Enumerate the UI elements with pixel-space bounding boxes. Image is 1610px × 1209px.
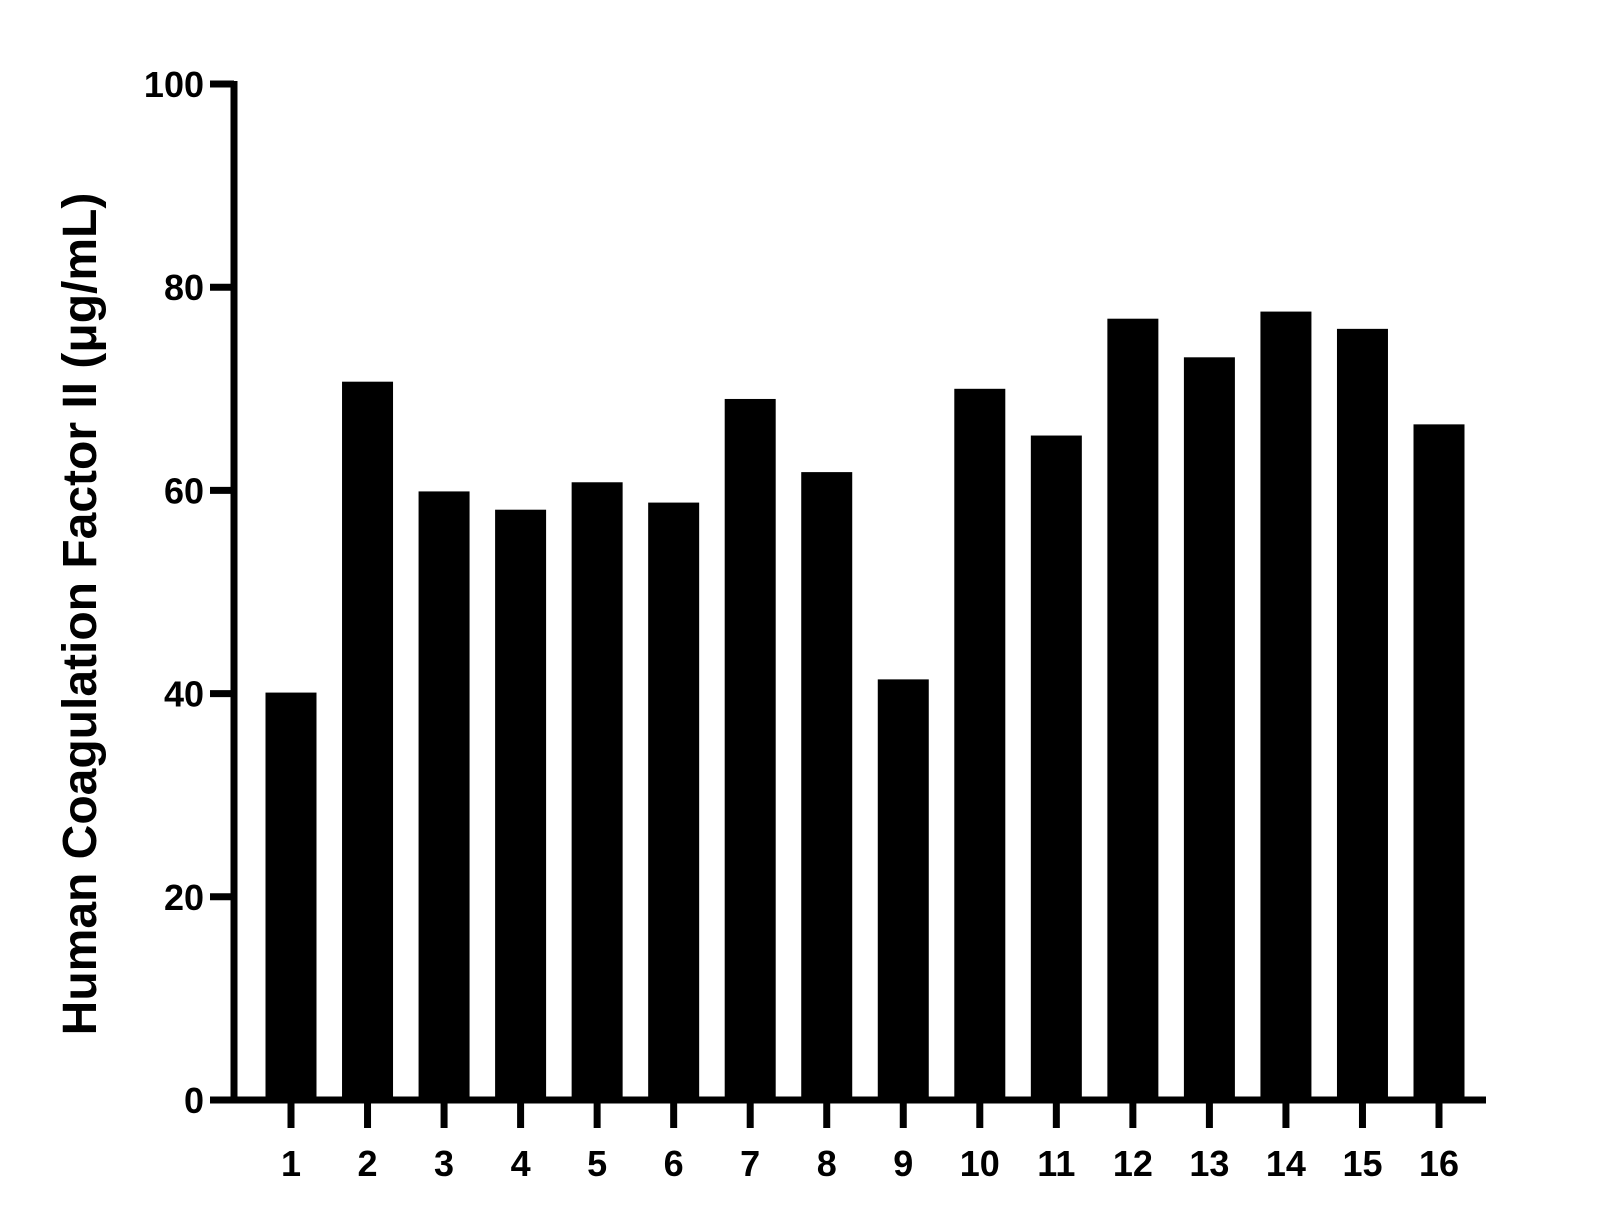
x-tick-label: 11 [1037,1143,1075,1184]
y-tick-label: 0 [184,1080,204,1121]
x-tick-label: 5 [587,1143,607,1184]
x-tick-label: 3 [434,1143,454,1184]
y-tick-label: 60 [164,470,204,511]
y-tick-label: 100 [144,64,204,105]
x-tick-label: 7 [740,1143,760,1184]
bar-4 [495,509,547,1101]
bar-10 [954,388,1006,1100]
bar-3 [418,491,470,1100]
x-tick-label: 13 [1189,1143,1229,1184]
bar-14 [1260,311,1312,1101]
bar-16 [1413,424,1465,1100]
x-tick-label: 2 [358,1143,378,1184]
x-tick-label: 12 [1113,1143,1153,1184]
bar-8 [801,472,853,1100]
bar-12 [1107,318,1159,1100]
x-tick-label: 16 [1419,1143,1459,1184]
x-tick-label: 8 [817,1143,837,1184]
y-axis-title: Human Coagulation Factor II (μg/mL) [54,193,107,1036]
y-tick-label: 80 [164,267,204,308]
bar-15 [1336,328,1388,1101]
bars-group [265,311,1465,1101]
bar-5 [571,482,623,1101]
x-tick-label: 10 [960,1143,1000,1184]
bar-1 [265,692,317,1100]
bar-7 [724,398,776,1101]
x-tick-label: 15 [1342,1143,1382,1184]
y-tick-label: 40 [164,674,204,715]
bar-13 [1183,357,1235,1101]
bar-6 [648,502,700,1100]
x-tick-label: 4 [511,1143,531,1184]
bar-2 [342,381,394,1100]
y-ticks-group: 0 20 40 60 80 100 [144,64,234,1121]
x-tick-label: 14 [1266,1143,1306,1184]
bar-11 [1030,435,1082,1100]
x-ticks-group: 1 2 3 4 5 6 7 8 9 10 11 12 13 14 15 16 [281,1100,1459,1184]
x-tick-label: 6 [664,1143,684,1184]
x-tick-label: 1 [281,1143,301,1184]
y-tick-label: 20 [164,877,204,918]
x-tick-label: 9 [893,1143,913,1184]
axes-group [230,81,1486,1104]
bar-9 [877,679,929,1100]
